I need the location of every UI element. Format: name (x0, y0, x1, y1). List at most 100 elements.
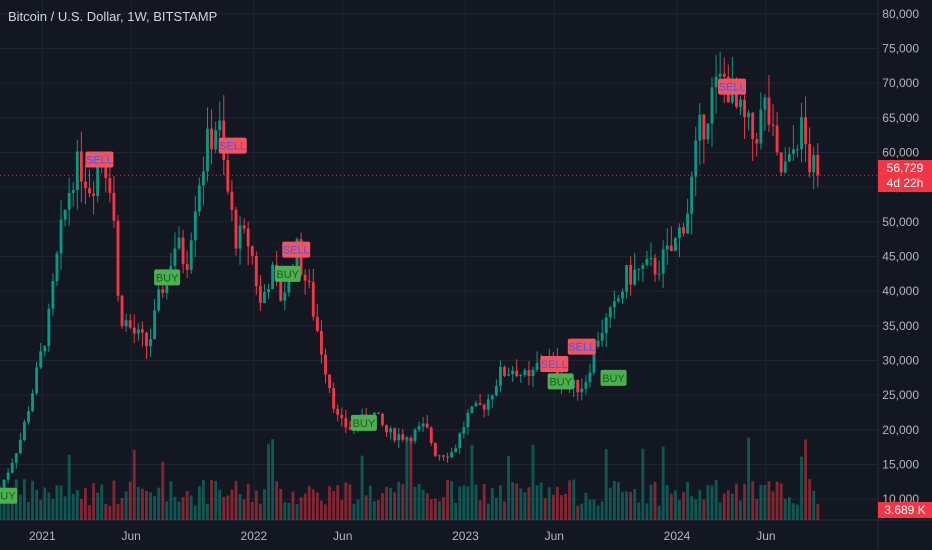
candle-body[interactable] (59, 219, 63, 254)
candle-body[interactable] (393, 428, 397, 441)
candle-body[interactable] (673, 238, 677, 251)
candle-body[interactable] (507, 374, 510, 376)
candle-body[interactable] (710, 87, 714, 124)
candle-body[interactable] (706, 123, 710, 140)
candle-body[interactable] (515, 370, 519, 377)
candle-body[interactable] (576, 379, 580, 393)
candle-body[interactable] (210, 128, 213, 150)
candle-body[interactable] (535, 362, 539, 370)
candle-body[interactable] (258, 286, 262, 304)
candle-body[interactable] (698, 114, 702, 141)
candle-body[interactable] (340, 414, 344, 419)
candle-body[interactable] (328, 374, 331, 389)
candle-body[interactable] (527, 370, 531, 377)
candle-body[interactable] (104, 157, 108, 179)
candle-body[interactable] (71, 189, 75, 193)
candle-body[interactable] (10, 462, 14, 473)
candle-body[interactable] (783, 161, 787, 173)
candle-body[interactable] (722, 73, 726, 77)
candle-body[interactable] (92, 193, 96, 196)
candle-body[interactable] (181, 237, 185, 265)
candle-body[interactable] (531, 369, 535, 377)
candle-body[interactable] (702, 114, 706, 140)
candle-body[interactable] (250, 246, 254, 256)
candle-body[interactable] (157, 289, 161, 311)
candle-body[interactable] (202, 171, 205, 186)
candle-body[interactable] (511, 370, 515, 375)
candle-body[interactable] (2, 479, 6, 488)
candle-body[interactable] (405, 437, 409, 440)
candle-body[interactable] (47, 308, 51, 347)
candle-body[interactable] (112, 192, 116, 221)
candle-body[interactable] (344, 418, 348, 428)
candle-body[interactable] (775, 125, 779, 153)
candle-body[interactable] (88, 188, 91, 194)
candle-body[interactable] (128, 320, 132, 328)
candle-body[interactable] (173, 248, 177, 267)
candle-body[interactable] (397, 434, 401, 441)
candle-body[interactable] (621, 291, 624, 299)
candle-body[interactable] (39, 351, 43, 368)
candle-body[interactable] (649, 258, 653, 260)
candle-body[interactable] (185, 264, 189, 270)
candle-body[interactable] (389, 428, 393, 433)
candle-body[interactable] (193, 211, 197, 241)
candle-body[interactable] (718, 73, 722, 77)
candle-body[interactable] (22, 421, 26, 440)
candle-body[interactable] (580, 388, 584, 393)
candle-body[interactable] (686, 213, 690, 234)
candle-body[interactable] (446, 456, 449, 458)
candle-body[interactable] (116, 220, 120, 296)
candle-body[interactable] (14, 453, 18, 463)
candle-body[interactable] (136, 329, 140, 334)
candle-body[interactable] (332, 388, 336, 409)
candle-body[interactable] (645, 258, 649, 265)
candle-body[interactable] (214, 130, 218, 150)
candle-body[interactable] (641, 264, 645, 269)
candle-body[interactable] (437, 455, 441, 457)
candle-body[interactable] (246, 228, 250, 247)
candle-body[interactable] (739, 99, 742, 107)
candle-body[interactable] (84, 181, 87, 189)
candle-body[interactable] (588, 372, 592, 383)
candle-body[interactable] (18, 439, 22, 454)
candle-body[interactable] (661, 249, 665, 274)
candle-body[interactable] (31, 393, 34, 412)
candle-body[interactable] (279, 276, 283, 301)
candle-body[interactable] (311, 282, 315, 317)
candle-body[interactable] (315, 316, 319, 331)
candle-body[interactable] (669, 245, 673, 251)
candle-body[interactable] (132, 327, 136, 334)
candle-body[interactable] (787, 153, 791, 162)
candle-body[interactable] (177, 237, 181, 249)
candle-body[interactable] (629, 265, 633, 285)
candle-body[interactable] (267, 289, 270, 293)
candle-body[interactable] (523, 370, 527, 375)
candle-body[interactable] (75, 151, 79, 190)
candle-body[interactable] (694, 140, 698, 177)
candle-body[interactable] (27, 411, 30, 422)
candle-body[interactable] (604, 317, 608, 334)
candle-body[interactable] (743, 99, 746, 118)
candle-body[interactable] (800, 117, 803, 150)
candle-body[interactable] (336, 408, 340, 415)
candle-body[interactable] (665, 245, 669, 250)
candle-body[interactable] (124, 320, 128, 327)
candle-body[interactable] (226, 160, 230, 192)
candle-body[interactable] (608, 307, 612, 318)
candle-body[interactable] (145, 332, 148, 347)
candle-body[interactable] (450, 452, 454, 458)
candle-body[interactable] (458, 433, 462, 449)
candle-body[interactable] (206, 128, 209, 172)
candle-body[interactable] (572, 379, 576, 388)
candle-body[interactable] (747, 112, 751, 118)
candle-body[interactable] (372, 412, 376, 416)
candle-body[interactable] (767, 97, 771, 125)
candle-body[interactable] (442, 455, 445, 457)
candle-body[interactable] (474, 403, 478, 407)
candle-body[interactable] (348, 427, 352, 430)
candle-body[interactable] (324, 354, 327, 375)
candle-body[interactable] (653, 258, 657, 275)
candle-body[interactable] (161, 289, 165, 293)
